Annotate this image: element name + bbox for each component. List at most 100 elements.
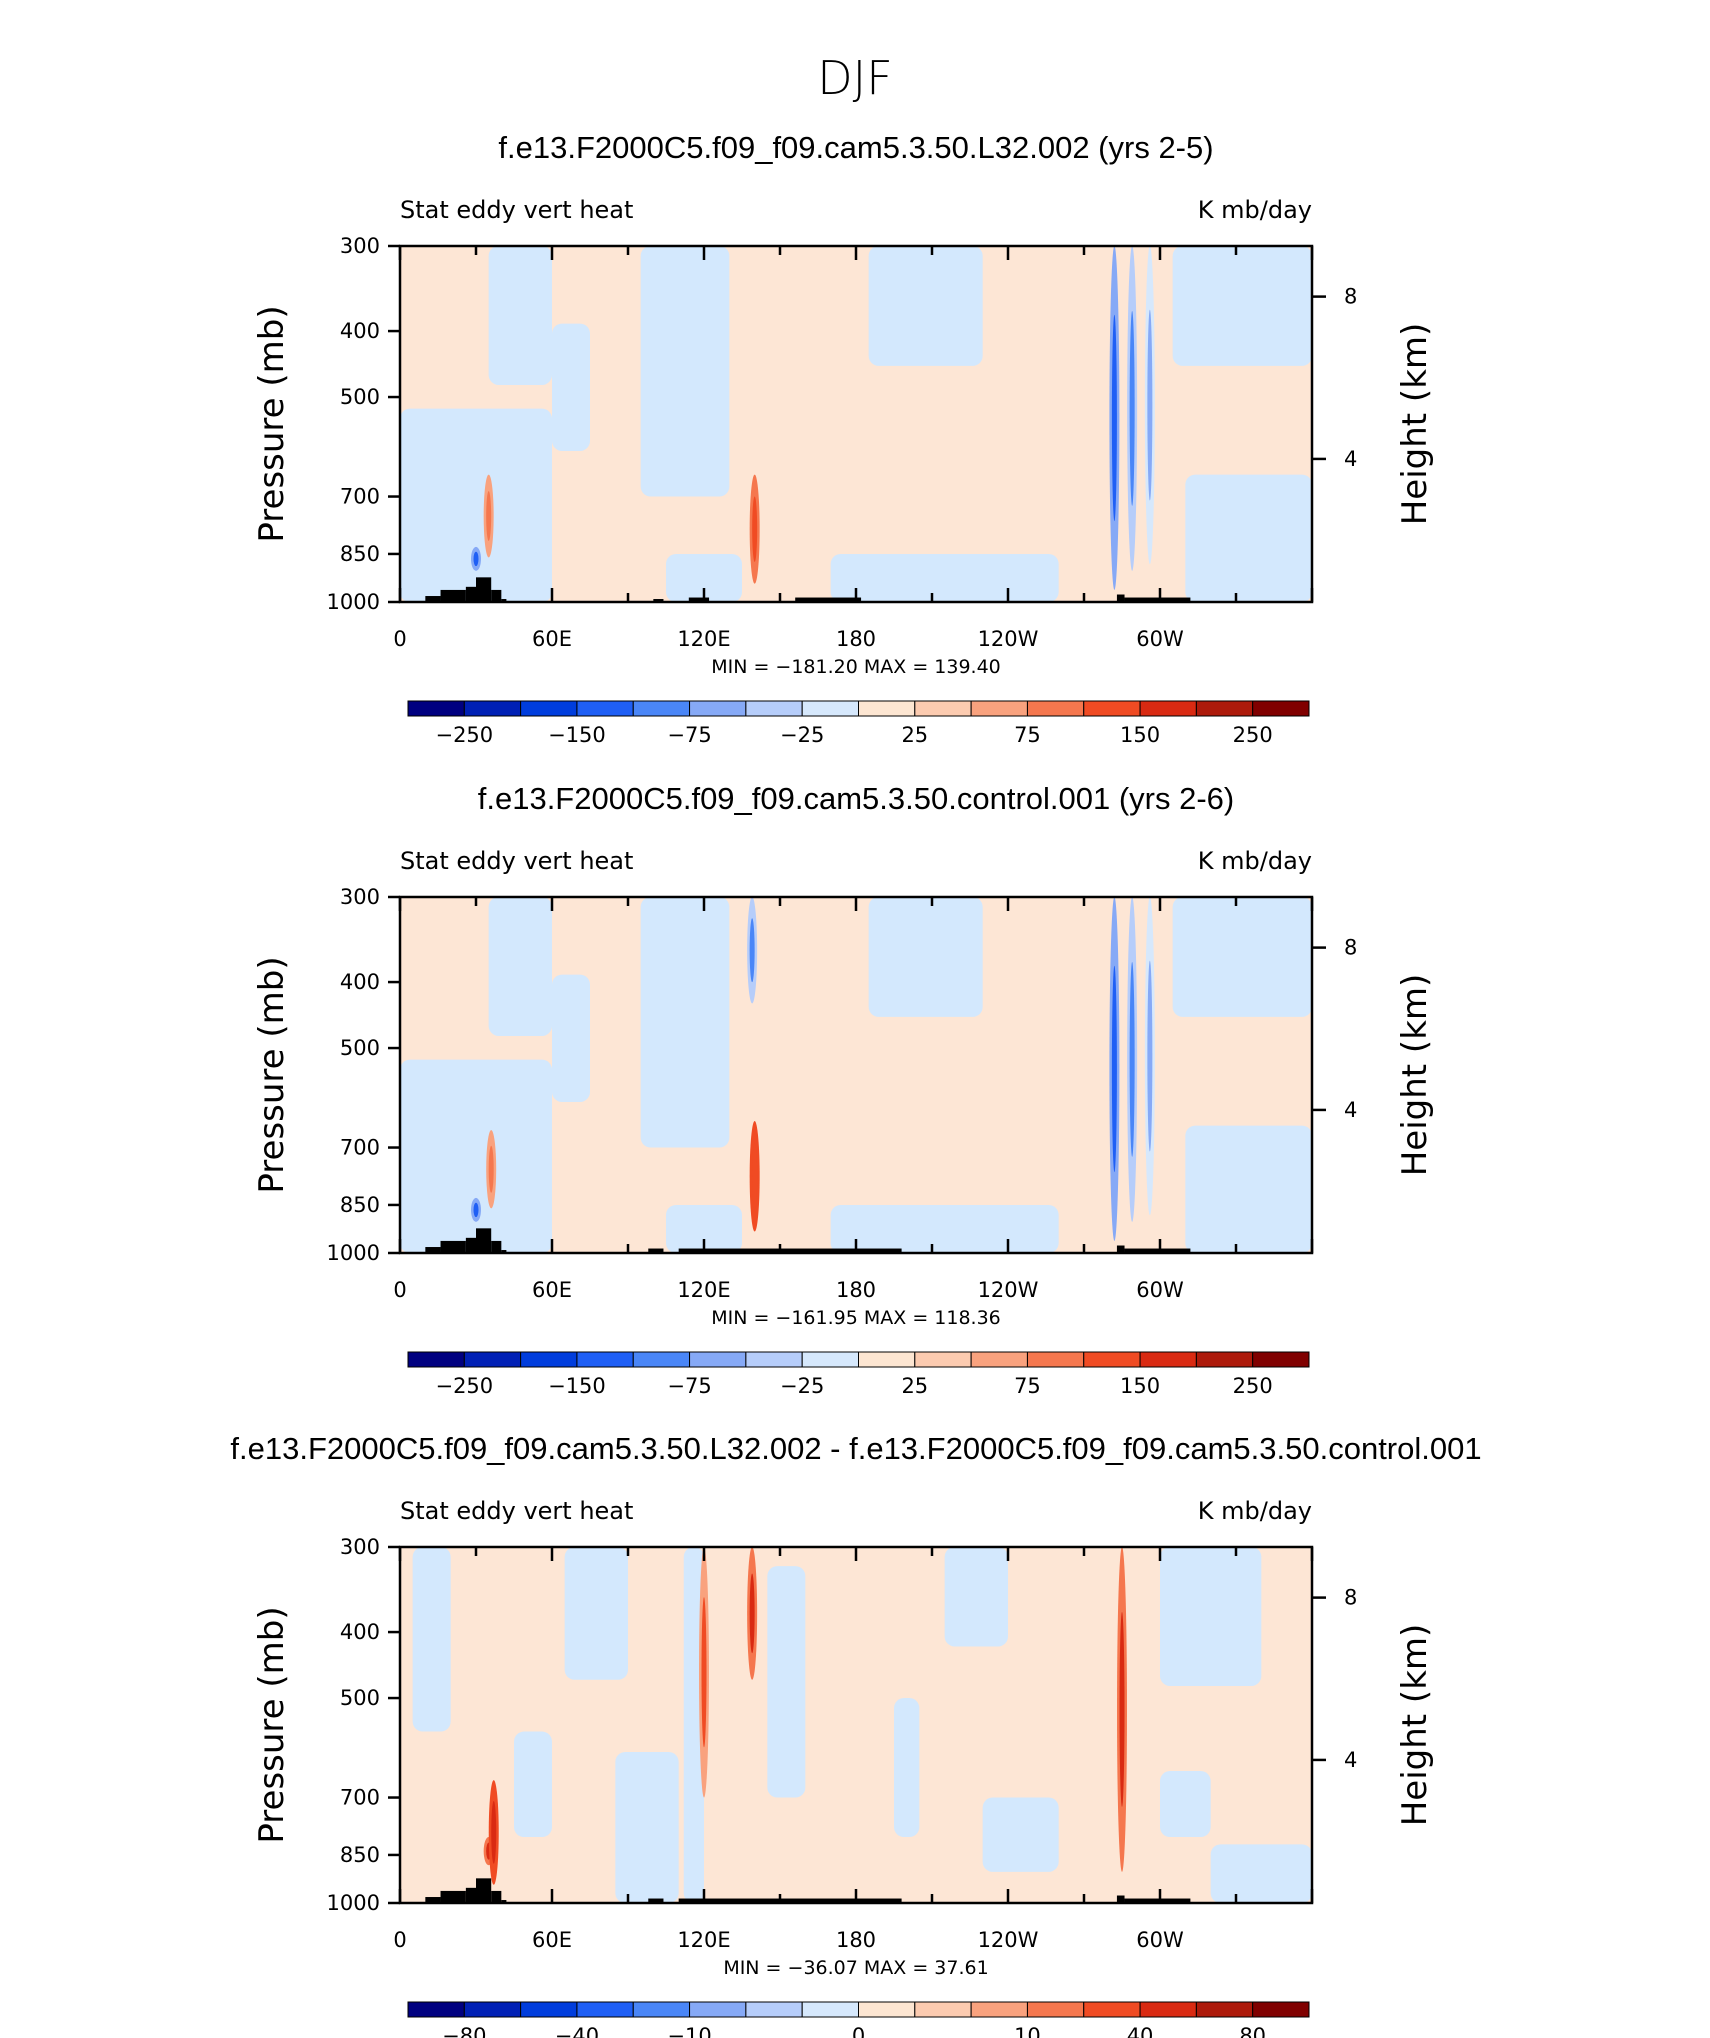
negative-region [868,246,983,366]
colorbar-label: 75 [1014,1374,1041,1398]
colorbar-swatch [1195,700,1254,717]
colorbar-swatch [689,1351,747,1368]
topography-block [465,586,476,602]
negative-region [868,897,983,1017]
topography-block [491,589,502,602]
colorbar-label: 80 [1239,2024,1266,2038]
panel-title: f.e13.F2000C5.f09_f09.cam5.3.50.control.… [478,781,1235,816]
right-tick-label: 4 [1344,447,1357,471]
negative-region [1172,246,1312,366]
contour-core [1129,961,1135,1157]
topography-block [465,1237,476,1253]
colorbar-swatch [1139,700,1197,717]
negative-region [552,974,590,1102]
colorbar-swatch [407,1351,465,1368]
right-axis-title: Height (km) [1395,974,1435,1177]
variable-label: Stat eddy vert heat [400,847,633,875]
x-tick-label: 120W [978,1928,1039,1952]
topography-block [648,1898,664,1903]
colorbar-swatch [463,700,522,717]
units-label: K mb/day [1198,1497,1312,1525]
x-tick-label: 60E [532,1278,572,1302]
topography-block [440,1890,466,1903]
negative-region [552,323,590,451]
negative-region [830,553,1059,602]
colorbar-swatch [1139,2001,1197,2018]
colorbar-swatch [1252,2001,1310,2018]
colorbar-swatch [1083,700,1141,717]
colorbar-swatch [1026,700,1085,717]
topography-block [465,1887,476,1903]
colorbar-swatch [858,2001,916,2018]
topography-block [501,1900,507,1903]
x-tick-label: 120E [677,1928,730,1952]
colorbar-swatch [1252,700,1310,717]
colorbar-swatch [463,2001,522,2018]
colorbar-label: 0 [852,2024,865,2038]
y-tick-label: 850 [340,542,380,566]
right-tick-label: 8 [1344,1586,1357,1610]
colorbar: −80 −40 −10 0 10 40 80 [407,2001,1310,2038]
topography-block [1116,1245,1125,1253]
colorbar-label: 250 [1233,723,1273,747]
contour-core [1147,960,1153,1152]
right-axis-title: Height (km) [1395,323,1435,526]
colorbar-swatch [801,2001,859,2018]
colorbar-swatch [463,1351,522,1368]
colorbar-swatch [858,700,916,717]
contour-core [749,918,755,983]
variable-label: Stat eddy vert heat [400,1497,633,1525]
chart-panel-3: f.e13.F2000C5.f09_f09.cam5.3.50.L32.002 … [230,1431,1481,2038]
negative-region [1160,1547,1262,1686]
colorbar-swatch [970,2001,1028,2018]
y-tick-label: 500 [340,1686,380,1710]
negative-region [894,1698,920,1838]
contour-core [749,1573,755,1654]
topography-block [1116,594,1125,602]
topography-block [425,1897,441,1903]
colorbar-swatch [1026,2001,1085,2018]
y-tick-label: 850 [340,1843,380,1867]
negative-region [666,1204,742,1253]
negative-region [944,1547,1008,1647]
topography-block [795,597,862,602]
figure-title: DJF [817,51,892,105]
topography-block [1124,1248,1191,1253]
negative-region [400,1059,552,1253]
colorbar-swatch [520,2001,578,2018]
negative-region [982,1797,1059,1872]
y-axis-title: Pressure (mb) [252,305,292,542]
colorbar-swatch [1083,2001,1141,2018]
colorbar-label: 250 [1233,1374,1273,1398]
colorbar-label: 150 [1120,723,1160,747]
variable-label: Stat eddy vert heat [400,196,633,224]
y-tick-label: 300 [340,885,380,909]
x-tick-label: 0 [393,627,406,651]
y-tick-label: 500 [340,385,380,409]
chart-panel-2: f.e13.F2000C5.f09_f09.cam5.3.50.control.… [252,781,1435,1398]
colorbar-swatch [1195,2001,1254,2018]
colorbar-swatch [576,2001,634,2018]
colorbar-swatch [407,2001,465,2018]
colorbar-swatch [1252,1351,1310,1368]
negative-region [514,1731,552,1838]
contour-core [1147,309,1153,501]
colorbar-swatch [689,700,747,717]
x-tick-label: 60E [532,1928,572,1952]
negative-region [1172,897,1312,1017]
negative-region [640,897,730,1148]
colorbar-label: 75 [1014,723,1041,747]
x-tick-label: 120W [978,627,1039,651]
negative-region [1185,1125,1312,1253]
y-tick-label: 700 [340,1786,380,1810]
colorbar: −250 −150 −75 −25 25 75 150 250 [407,1351,1310,1398]
x-tick-label: 180 [836,627,876,651]
colorbar-swatch [970,1351,1028,1368]
colorbar-swatch [632,1351,691,1368]
contour-core [1111,965,1117,1173]
negative-region [400,408,552,602]
negative-region [1160,1771,1211,1838]
negative-region [564,1547,628,1680]
topography-block [648,1248,664,1253]
topography-block [1124,597,1191,602]
